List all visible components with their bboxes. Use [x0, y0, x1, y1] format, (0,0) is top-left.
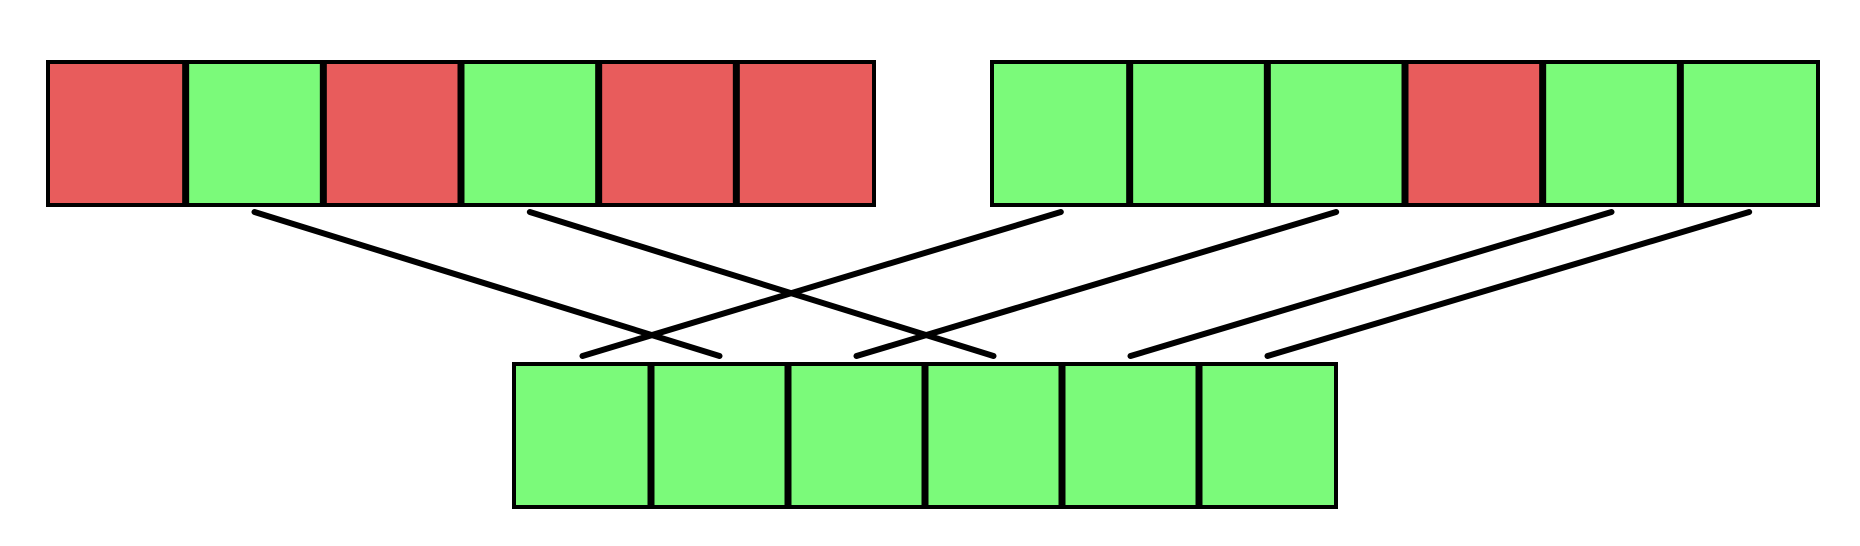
- cell-bad: [736, 62, 874, 205]
- array-frame: [46, 60, 876, 207]
- cell-bad: [48, 62, 186, 205]
- array-frame: [990, 60, 1820, 207]
- array-top-left: [46, 60, 876, 207]
- connection-line: [251, 209, 723, 359]
- connection-line: [853, 209, 1340, 359]
- cell-good: [788, 364, 925, 507]
- connection-line: [579, 209, 1064, 359]
- cell-good: [925, 364, 1062, 507]
- cell-good: [992, 62, 1130, 205]
- cell-good: [514, 364, 651, 507]
- connection-line: [1127, 209, 1615, 359]
- array-bottom: [512, 362, 1338, 509]
- cell-good: [461, 62, 599, 205]
- cell-good: [1129, 62, 1268, 205]
- cell-good: [1542, 62, 1681, 205]
- connection-line: [526, 209, 997, 359]
- array-top-right: [990, 60, 1820, 207]
- cell-good: [651, 364, 788, 507]
- cell-good: [1062, 364, 1199, 507]
- connection-line: [1264, 209, 1753, 359]
- array-frame: [512, 362, 1338, 509]
- cell-bad: [598, 62, 737, 205]
- cell-bad: [323, 62, 461, 205]
- cell-good: [185, 62, 324, 205]
- arrays-layer: [46, 60, 1820, 509]
- cell-good: [1680, 62, 1818, 205]
- cell-bad: [1405, 62, 1543, 205]
- cell-good: [1199, 364, 1336, 507]
- connection-lines-layer: [251, 209, 1753, 359]
- cell-good: [1267, 62, 1405, 205]
